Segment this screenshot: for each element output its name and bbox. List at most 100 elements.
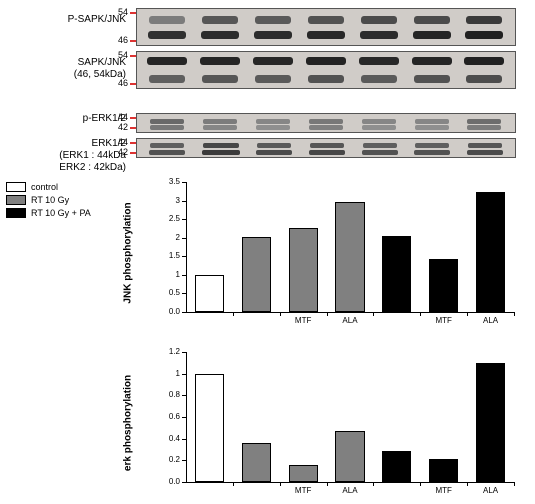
mw-label: 44	[118, 112, 128, 122]
y-tick-label: 2	[156, 233, 180, 242]
x-tick-label: ALA	[331, 486, 368, 495]
x-tick	[327, 482, 328, 486]
band	[147, 57, 187, 65]
band	[202, 16, 238, 24]
band	[413, 31, 451, 39]
x-axis	[186, 312, 514, 313]
y-tick-label: 0.8	[156, 390, 180, 399]
y-tick	[182, 256, 186, 257]
blot-panel	[136, 138, 516, 158]
band	[203, 143, 239, 148]
x-tick	[373, 312, 374, 316]
mw-label: 54	[118, 50, 128, 60]
band	[256, 125, 290, 130]
x-tick	[280, 312, 281, 316]
band	[307, 31, 345, 39]
band	[201, 31, 239, 39]
x-tick	[373, 482, 374, 486]
x-tick	[233, 312, 234, 316]
band	[255, 75, 291, 83]
band	[415, 119, 449, 124]
band	[465, 31, 503, 39]
blot-panel	[136, 51, 516, 89]
bar	[382, 236, 411, 312]
x-tick	[420, 312, 421, 316]
x-tick	[233, 482, 234, 486]
band	[150, 125, 184, 130]
bar	[242, 237, 271, 312]
x-tick-label: MTF	[285, 486, 322, 495]
x-axis	[186, 482, 514, 483]
band	[256, 150, 292, 155]
y-tick	[182, 312, 186, 313]
band	[202, 150, 240, 155]
band-row	[137, 143, 515, 148]
y-tick-label: 1.5	[156, 251, 180, 260]
band	[414, 150, 450, 155]
band	[309, 119, 343, 124]
y-axis-label-wrap: JNK phosphorylation	[118, 178, 138, 328]
legend-item: RT 10 Gy	[6, 195, 91, 205]
y-tick-label: 3.5	[156, 177, 180, 186]
y-tick-label: 1	[156, 369, 180, 378]
x-tick-label: ALA	[472, 486, 509, 495]
band	[203, 119, 237, 124]
y-axis-label: erk phosphorylation	[123, 375, 134, 471]
x-tick	[514, 312, 515, 316]
blot-label: ERK1/2(ERK1 : 44kDaERK2 : 42kDa)	[0, 138, 126, 174]
legend-item: control	[6, 182, 91, 192]
band	[309, 150, 345, 155]
y-tick	[182, 182, 186, 183]
bar	[429, 459, 458, 482]
band	[309, 125, 343, 130]
band	[362, 150, 398, 155]
band	[149, 16, 185, 24]
bar-chart: 0.00.20.40.60.811.2erk phosphorylationMT…	[156, 348, 518, 498]
y-tick-label: 3	[156, 196, 180, 205]
band	[149, 75, 185, 83]
y-tick	[182, 417, 186, 418]
blot-label: P-SAPK/JNK	[0, 14, 126, 26]
bar	[335, 431, 364, 482]
band	[254, 31, 292, 39]
x-tick	[514, 482, 515, 486]
band	[202, 75, 238, 83]
blot-label: SAPK/JNK(46, 54kDa)	[0, 57, 126, 81]
y-tick	[182, 238, 186, 239]
y-tick	[182, 352, 186, 353]
x-tick-label: ALA	[331, 316, 368, 325]
x-tick	[280, 482, 281, 486]
bar-chart: 0.00.511.522.533.5JNK phosphorylationMTF…	[156, 178, 518, 328]
y-tick	[182, 374, 186, 375]
y-axis-label-wrap: erk phosphorylation	[118, 348, 138, 498]
band	[308, 16, 344, 24]
x-tick	[467, 312, 468, 316]
blot-panel	[136, 8, 516, 46]
band	[150, 119, 184, 124]
bar	[335, 202, 364, 312]
y-tick-label: 0.0	[156, 307, 180, 316]
y-tick	[182, 460, 186, 461]
y-tick	[182, 219, 186, 220]
band	[255, 16, 291, 24]
band	[467, 150, 503, 155]
band	[150, 143, 184, 148]
band-row	[137, 57, 515, 65]
mw-label: 42	[118, 147, 128, 157]
y-tick-label: 0.2	[156, 455, 180, 464]
band	[468, 143, 502, 148]
bar	[289, 465, 318, 482]
legend-item: RT 10 Gy + PA	[6, 208, 91, 218]
x-tick-label: MTF	[425, 486, 462, 495]
band-row	[137, 75, 515, 83]
y-tick	[182, 275, 186, 276]
band	[466, 75, 502, 83]
band	[308, 75, 344, 83]
band	[467, 119, 501, 124]
legend-label: control	[31, 182, 58, 192]
band	[415, 143, 449, 148]
band-row	[137, 150, 515, 155]
legend-label: RT 10 Gy + PA	[31, 208, 91, 218]
y-axis	[186, 352, 187, 482]
band	[412, 57, 452, 65]
